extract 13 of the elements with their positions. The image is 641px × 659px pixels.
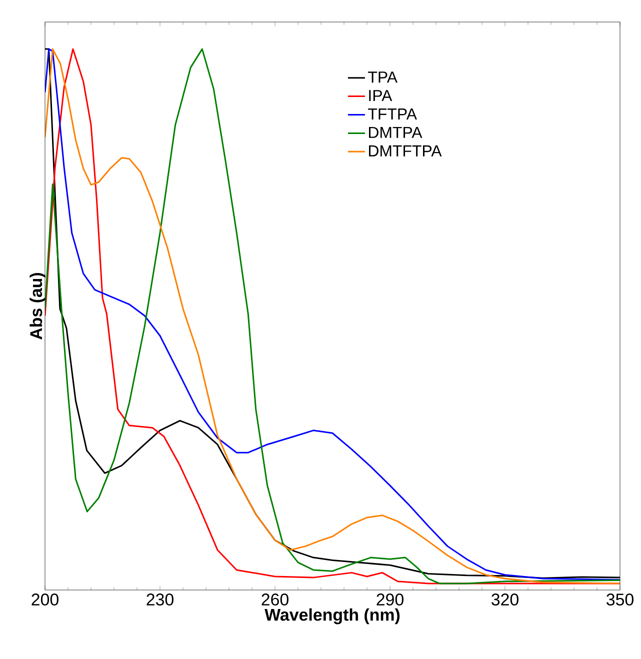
legend-label: TFTPA	[368, 108, 417, 120]
x-tick-label: 290	[376, 594, 404, 606]
legend-label: IPA	[369, 90, 392, 102]
x-tick-label: 200	[32, 594, 58, 606]
x-axis-title: Wavelength (nm)	[264, 608, 400, 624]
x-tick-label: 260	[262, 594, 288, 606]
x-tick-label: 320	[492, 594, 518, 606]
legend-label: TPA	[368, 72, 398, 83]
x-tick-label: 350	[606, 594, 634, 606]
y-axis-title: Abs (au)	[30, 272, 46, 340]
legend-label: DMTPA	[369, 126, 422, 138]
x-tick-label: 230	[146, 594, 174, 606]
legend-label: DMTFTPA	[369, 145, 442, 156]
